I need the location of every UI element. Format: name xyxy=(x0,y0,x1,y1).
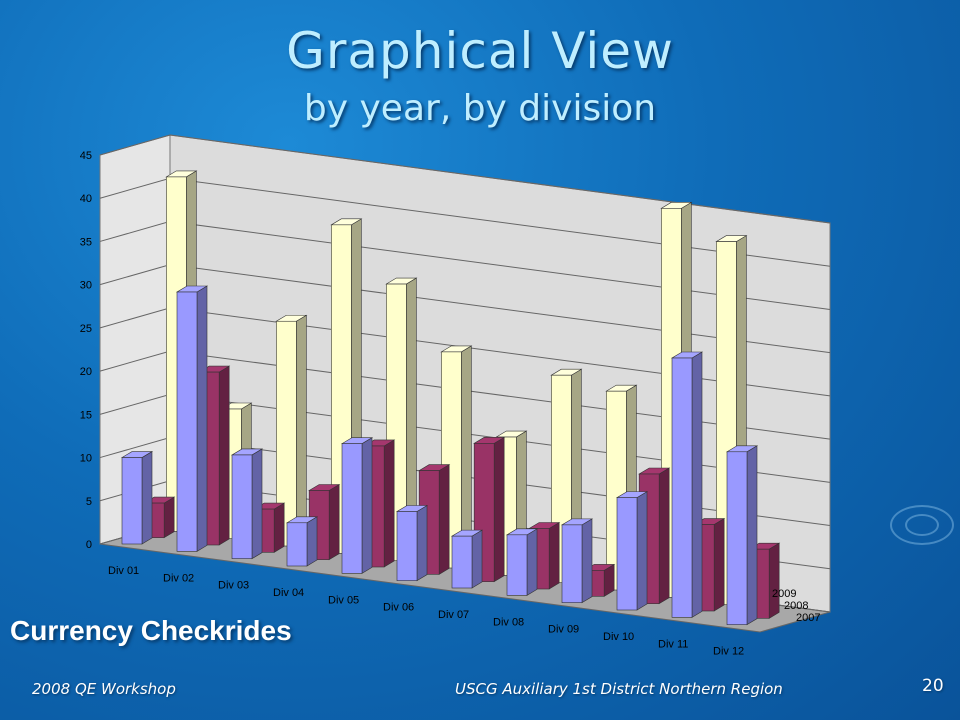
y-tick-label: 30 xyxy=(80,280,92,292)
footer-organization: USCG Auxiliary 1st District Northern Reg… xyxy=(455,680,783,698)
x-tick-label: Div 11 xyxy=(658,638,688,650)
bar-side-2008-Div01 xyxy=(163,496,175,539)
bar-side-2009-Div03 xyxy=(296,314,307,547)
bar-2007-Div12 xyxy=(726,451,748,625)
bar-side-2008-Div07 xyxy=(493,436,505,583)
bar-2007-Div01 xyxy=(121,457,143,545)
x-tick-label: Div 10 xyxy=(603,631,634,643)
bar-side-2007-Div08 xyxy=(526,528,538,596)
bar-side-2008-Div02 xyxy=(218,365,230,546)
bar-2007-Div03 xyxy=(231,454,253,559)
bar-side-2007-Div11 xyxy=(691,351,703,618)
x-tick-label: Div 12 xyxy=(713,646,744,658)
bar-2007-Div05 xyxy=(341,443,363,574)
ripple-decoration xyxy=(890,505,954,545)
x-tick-label: Div 04 xyxy=(273,587,304,599)
y-tick-label: 40 xyxy=(80,193,92,205)
x-tick-label: Div 08 xyxy=(493,616,524,628)
bar-side-2008-Div04 xyxy=(328,483,340,561)
series-label: 2007 xyxy=(796,612,820,624)
series-label: 2008 xyxy=(784,600,808,612)
y-tick-label: 15 xyxy=(80,409,92,421)
slide-title: Graphical View xyxy=(286,22,674,80)
bar-2007-Div10 xyxy=(616,497,638,611)
y-tick-label: 20 xyxy=(80,366,92,378)
y-tick-label: 45 xyxy=(80,150,92,162)
gridline xyxy=(99,134,831,224)
bar-side-2008-Div11 xyxy=(713,518,725,612)
bar-side-2008-Div12 xyxy=(768,542,780,619)
bar-side-2007-Div10 xyxy=(636,491,648,611)
ripple-decoration xyxy=(905,514,939,536)
bar-side-2008-Div05 xyxy=(383,439,395,568)
x-tick-label: Div 09 xyxy=(548,624,579,636)
footer-workshop: 2008 QE Workshop xyxy=(32,680,176,698)
bar-2007-Div11 xyxy=(671,357,693,618)
bar-side-2007-Div05 xyxy=(361,437,373,574)
bar-side-2007-Div06 xyxy=(416,504,428,582)
y-tick-label: 35 xyxy=(80,236,92,248)
bar-side-2008-Div06 xyxy=(438,464,450,575)
chart-caption: Currency Checkrides xyxy=(10,615,292,646)
bar-side-2008-Div08 xyxy=(548,521,560,590)
slide-subtitle: by year, by division xyxy=(303,88,657,129)
x-tick-label: Div 02 xyxy=(163,572,194,584)
y-tick-label: 0 xyxy=(86,539,92,551)
y-tick-label: 5 xyxy=(86,496,92,508)
bar-side-2007-Div03 xyxy=(251,448,263,560)
y-tick-label: 25 xyxy=(80,323,92,335)
x-tick-label: Div 03 xyxy=(218,580,249,592)
bar-side-2007-Div12 xyxy=(746,445,758,626)
y-tick-label: 10 xyxy=(80,453,92,465)
bar-side-2007-Div09 xyxy=(581,518,593,604)
x-tick-label: Div 01 xyxy=(108,565,139,577)
bar-side-2007-Div02 xyxy=(196,285,208,552)
bar-side-2008-Div10 xyxy=(658,467,670,605)
x-tick-label: Div 06 xyxy=(383,602,414,614)
bar-2007-Div02 xyxy=(176,291,198,552)
bar-2009-Div03 xyxy=(276,320,297,547)
bar-side-2007-Div07 xyxy=(471,529,483,589)
series-label: 2009 xyxy=(772,588,796,600)
bar-side-2008-Div03 xyxy=(273,502,285,553)
bar-side-2007-Div04 xyxy=(306,516,318,567)
bar-2007-Div08 xyxy=(506,534,528,596)
bar-2007-Div04 xyxy=(286,522,308,567)
bar-2007-Div06 xyxy=(396,511,418,581)
bar-2007-Div07 xyxy=(451,535,473,589)
x-tick-label: Div 05 xyxy=(328,594,359,606)
slide-number: 20 xyxy=(922,676,944,696)
bar-side-2007-Div01 xyxy=(141,451,153,545)
x-tick-label: Div 07 xyxy=(438,609,469,621)
bar-2007-Div09 xyxy=(561,524,583,603)
